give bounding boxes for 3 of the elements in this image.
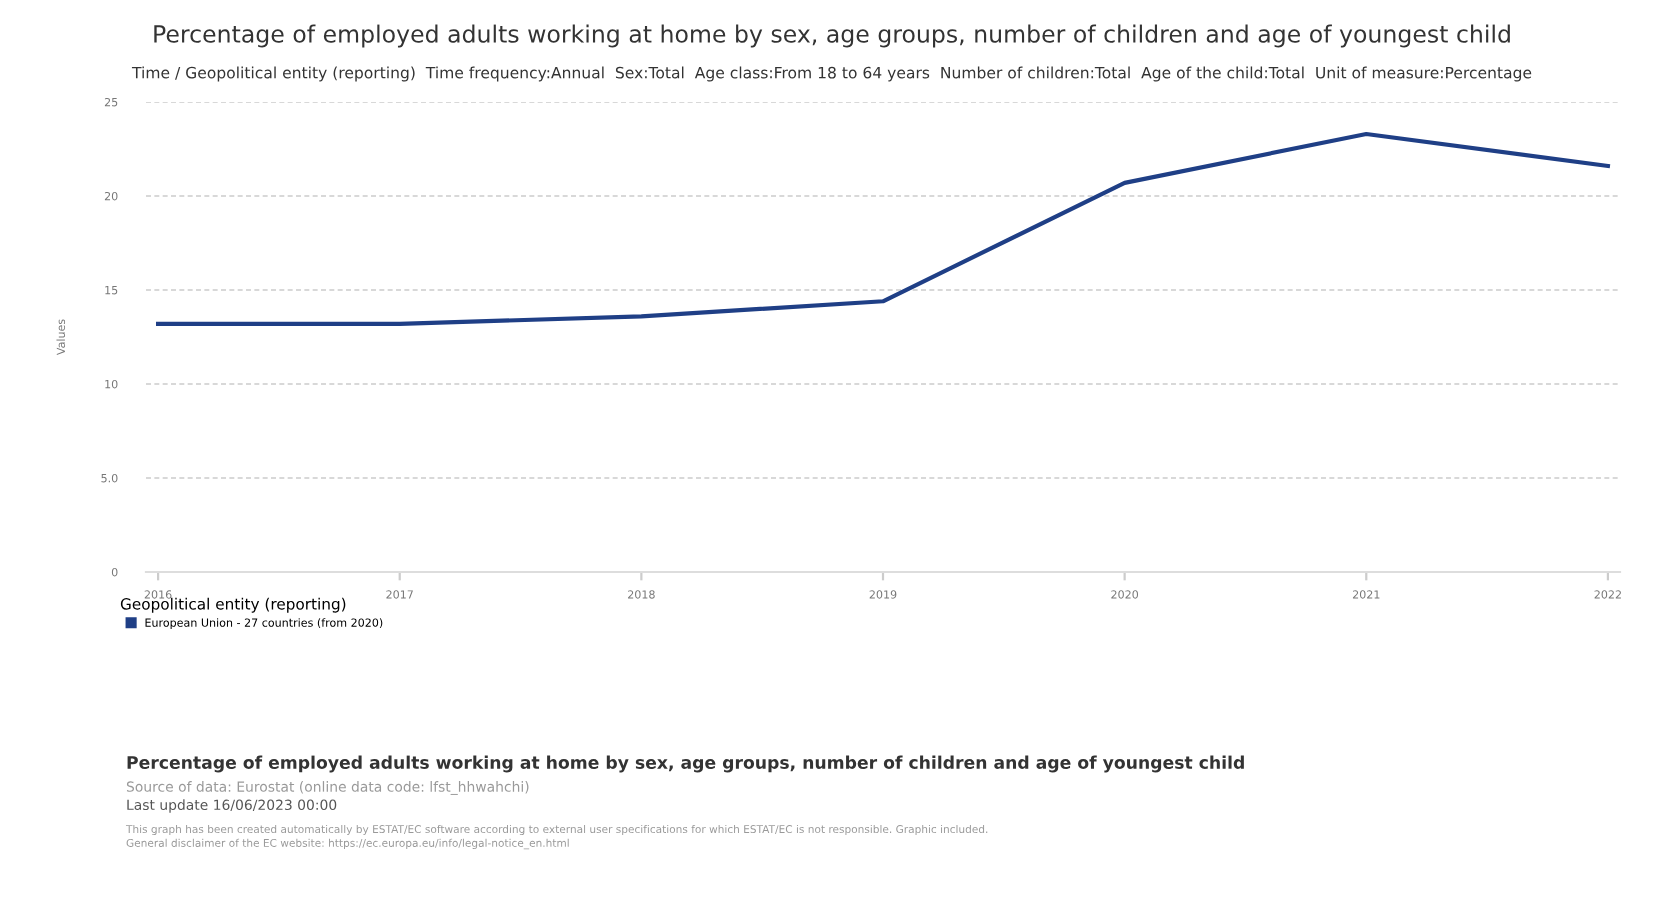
line-series bbox=[155, 131, 1611, 326]
text: Percentage of employed adults working at home by sex, age groups, number of children and age of youngest child bbox=[127, 755, 1244, 773]
chart-title: Percentage of employed adults working at home by sex, age groups, number of children and age of youngest child bbox=[154, 24, 1510, 48]
